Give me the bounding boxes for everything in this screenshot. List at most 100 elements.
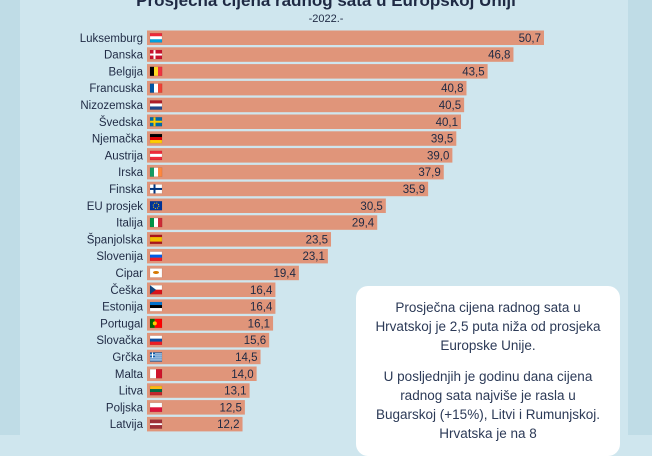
value-label: 12,5 <box>219 402 241 414</box>
frame-edge-right <box>628 0 652 435</box>
bar <box>147 131 457 146</box>
bar <box>147 282 276 297</box>
flag-latvia-icon <box>149 419 163 429</box>
flag-greece-icon <box>149 352 163 362</box>
category-label: Italija <box>116 218 143 230</box>
category-label: Latvija <box>110 419 144 431</box>
bar <box>147 164 444 180</box>
value-label: 39,0 <box>427 150 449 162</box>
category-label: Luksemburg <box>80 33 143 45</box>
flag-poland-icon <box>149 402 163 413</box>
flag-slovenia-icon <box>149 251 163 261</box>
category-label: Litva <box>119 386 144 398</box>
value-label: 23,5 <box>306 234 328 246</box>
value-label: 16,1 <box>248 318 270 330</box>
flag-eu-icon <box>149 201 163 211</box>
bar <box>147 148 453 163</box>
category-label: Nizozemska <box>80 100 143 112</box>
category-label: Cipar <box>116 268 144 280</box>
value-label: 43,5 <box>462 66 484 78</box>
flag-lithuania-icon <box>149 385 163 396</box>
bar <box>147 64 488 79</box>
value-label: 30,5 <box>360 201 382 213</box>
category-label: Francuska <box>89 83 143 95</box>
flag-malta-icon <box>149 369 163 379</box>
flag-slovakia-icon <box>149 335 163 345</box>
bar <box>147 30 544 45</box>
value-label: 16,4 <box>250 302 273 314</box>
bar <box>147 232 332 247</box>
category-label: Belgija <box>108 66 143 78</box>
bar <box>147 47 514 62</box>
flag-cyprus-icon <box>149 268 163 278</box>
category-label: Češka <box>110 284 143 297</box>
bar <box>147 332 270 348</box>
chart-subtitle: -2022.- <box>308 13 344 25</box>
category-label: Njemačka <box>92 134 144 146</box>
category-label: Austrija <box>105 150 144 162</box>
value-label: 50,7 <box>519 33 541 45</box>
category-label: Grčka <box>112 352 143 364</box>
bar <box>147 215 378 230</box>
flag-belgium-icon <box>149 66 163 77</box>
category-label: Slovenija <box>96 251 143 263</box>
value-label: 16,4 <box>250 285 273 297</box>
info-paragraph-2: U posljednjih je godinu dana cijena radn… <box>376 369 600 441</box>
flag-finland-icon <box>149 184 163 194</box>
bar <box>147 366 257 381</box>
bar <box>147 181 429 197</box>
flag-czechia-icon <box>149 285 163 295</box>
bar <box>147 400 245 415</box>
flag-portugal-icon <box>149 318 163 329</box>
value-label: 29,4 <box>352 218 375 230</box>
flag-denmark-icon <box>149 49 163 60</box>
value-label: 46,8 <box>488 50 510 62</box>
flag-sweden-icon <box>149 117 163 127</box>
value-label: 37,9 <box>418 167 440 179</box>
frame-edge-left <box>0 0 20 435</box>
value-label: 39,5 <box>431 134 453 146</box>
value-label: 12,2 <box>217 419 239 431</box>
value-label: 15,6 <box>244 335 266 347</box>
flag-ireland-icon <box>149 167 163 177</box>
chart-title: Prosječna cijena radnog sata u Europskoj… <box>136 0 516 10</box>
bar <box>147 198 386 213</box>
value-label: 14,5 <box>235 352 257 364</box>
bar <box>147 316 274 331</box>
value-label: 40,1 <box>436 117 458 129</box>
category-label: Slovačka <box>96 335 143 347</box>
bar <box>147 416 243 432</box>
bar <box>147 80 467 96</box>
value-label: 35,9 <box>403 184 425 196</box>
flag-austria-icon <box>149 150 163 161</box>
bar <box>147 349 261 365</box>
flag-luxembourg-icon <box>149 33 163 43</box>
flag-italy-icon <box>149 217 163 228</box>
category-label: Portugal <box>100 318 143 330</box>
flag-estonia-icon <box>149 301 163 312</box>
bar <box>147 97 465 113</box>
category-label: Estonija <box>102 302 144 314</box>
value-label: 23,1 <box>302 251 324 263</box>
bar <box>147 248 328 264</box>
flag-netherlands-icon <box>149 100 163 110</box>
category-label: Poljska <box>106 402 144 414</box>
bar <box>147 265 299 281</box>
value-label: 13,1 <box>224 386 246 398</box>
infographic-frame <box>0 0 652 435</box>
bar <box>147 114 461 129</box>
flag-spain-icon <box>149 234 163 245</box>
category-label: EU prosjek <box>87 201 143 213</box>
category-label: Danska <box>104 50 144 62</box>
value-label: 40,8 <box>441 83 463 95</box>
value-label: 19,4 <box>274 268 297 280</box>
category-label: Irska <box>118 167 144 179</box>
category-label: Finska <box>109 184 143 196</box>
info-paragraph-1: Prosječna cijena radnog sata u Hrvatskoj… <box>375 300 601 353</box>
category-label: Španjolska <box>87 233 144 246</box>
bar <box>147 299 276 314</box>
flag-france-icon <box>149 83 163 93</box>
category-label: Malta <box>115 369 144 381</box>
bar <box>147 383 250 398</box>
info-box: Prosječna cijena radnog sata u Hrvatskoj… <box>356 286 620 456</box>
